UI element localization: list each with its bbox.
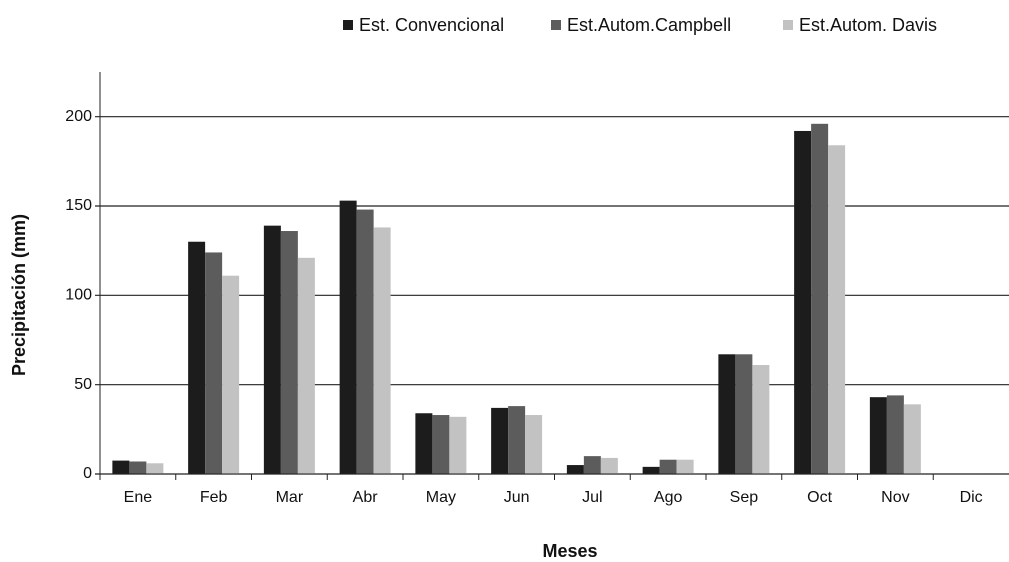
bar [280,231,298,474]
bar [205,252,223,474]
bar [491,407,509,474]
x-tick-label: Jul [582,489,602,506]
bar [432,415,450,474]
bar [373,227,391,474]
bar [903,404,921,474]
bar [811,123,829,475]
bar [525,415,543,474]
bar [297,257,315,474]
bar [600,457,618,474]
x-tick-label: Jun [504,489,530,506]
x-tick-label: Sep [730,489,759,506]
legend-text: Est.Autom. Davis [799,15,937,35]
y-tick-label: 50 [74,376,92,393]
bar [886,395,904,474]
bar [129,461,147,474]
x-tick-label: Dic [960,489,983,506]
legend-swatch [551,20,561,30]
x-tick-label: Oct [807,489,832,506]
x-tick-label: Ago [654,489,683,506]
bar [659,459,677,474]
bar [583,456,601,474]
bar [735,354,753,474]
legend-text: Est.Autom.Campbell [567,15,731,35]
bar [752,365,770,474]
bar [828,145,846,474]
legend-swatch [343,20,353,30]
legend-swatch [783,20,793,30]
bar [339,200,357,474]
y-axis-title: Precipitación (mm) [9,214,29,376]
legend-text: Est. Convencional [359,15,504,35]
bar [222,275,240,474]
x-tick-label: May [426,489,456,506]
bar [188,241,206,474]
bar [508,406,526,474]
bar [112,460,130,474]
x-tick-label: Nov [881,489,909,506]
bar [146,463,164,474]
bar [356,209,374,474]
x-axis-title: Meses [542,541,597,561]
bar [415,413,433,474]
x-tick-label: Abr [353,489,379,506]
y-tick-label: 100 [65,287,92,304]
bar [642,466,660,474]
bar [263,225,281,474]
y-tick-label: 150 [65,197,92,214]
x-tick-label: Feb [200,489,228,506]
bar [718,354,736,474]
x-tick-label: Ene [124,489,153,506]
bar [794,130,812,474]
bar [566,465,584,474]
x-tick-label: Mar [276,489,304,506]
bar [449,416,467,474]
y-tick-label: 0 [83,465,92,482]
y-tick-label: 200 [65,108,92,125]
bar [676,459,694,474]
bar [869,397,887,474]
